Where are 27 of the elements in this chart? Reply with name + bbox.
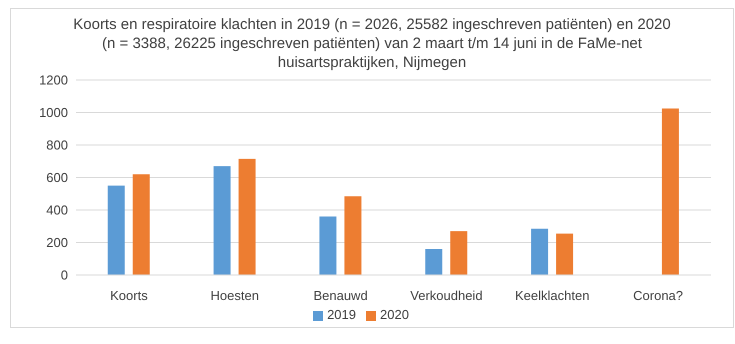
bar	[450, 231, 468, 275]
y-tick-label: 400	[46, 202, 68, 218]
x-tick-label: Verkoudheid	[410, 288, 483, 304]
bar	[132, 174, 150, 275]
bar	[214, 166, 231, 275]
x-tick-label: Hoesten	[210, 288, 259, 304]
bar	[238, 158, 256, 275]
bar	[319, 216, 336, 275]
bar	[556, 234, 574, 275]
y-tick-label: 1200	[39, 72, 68, 88]
y-tick-label: 200	[46, 235, 68, 250]
chart-title: Koorts en respiratoire klachten in 2019 (n = 2026, 25582 ingeschreven patiënten) en 2020 (n = 3388, 26225 ingeschreven patiënten) van 2 maart t/m 14 juni in de FaMe-net huisartspraktijken, Nijmegen	[72, 15, 672, 72]
bar	[344, 196, 362, 275]
y-tick-label: 600	[46, 170, 68, 186]
x-tick-label: Benauwd	[313, 288, 368, 304]
x-tick-label: Koorts	[110, 288, 148, 304]
legend-label: 2020	[380, 307, 409, 322]
bar	[425, 249, 442, 275]
bar	[108, 186, 125, 275]
bar	[662, 108, 679, 275]
bar	[531, 228, 548, 275]
y-tick-label: 800	[46, 138, 68, 153]
x-tick-label: Corona?	[633, 288, 684, 304]
y-tick-label: 1000	[39, 105, 68, 120]
legend-label: 2019	[327, 307, 356, 322]
y-tick-label: 0	[60, 268, 68, 283]
x-tick-label: Keelklachten	[515, 288, 590, 304]
